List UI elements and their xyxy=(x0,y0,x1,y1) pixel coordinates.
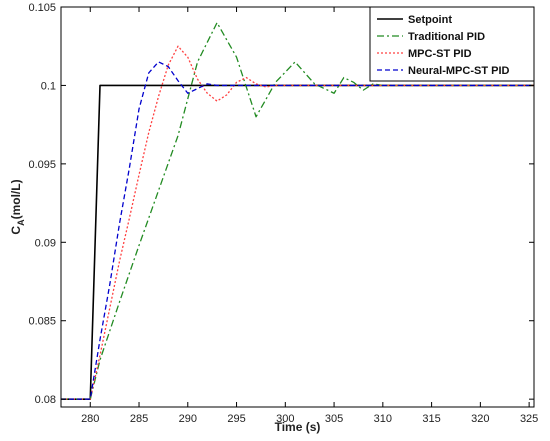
y-tick-label: 0.08 xyxy=(35,394,56,406)
x-axis-title: Time (s) xyxy=(275,420,321,434)
legend-label-traditional-pid: Traditional PID xyxy=(408,31,485,43)
y-axis-title: CA(mol/L) xyxy=(9,179,26,234)
y-axis-title-subscript: A xyxy=(16,219,26,226)
legend: Setpoint Traditional PID MPC-ST PID Neural-… xyxy=(369,6,535,82)
y-axis-title-rest: (mol/L) xyxy=(9,179,23,219)
y-tick-label: 0.085 xyxy=(28,316,56,328)
y-tick-label: 0.095 xyxy=(28,159,56,171)
y-axis-title-main: C xyxy=(9,226,23,235)
y-tick-label: 0.1 xyxy=(41,80,56,92)
x-tick-label: 280 xyxy=(81,413,99,425)
y-tick-label: 0.105 xyxy=(28,2,56,14)
plot-frame xyxy=(60,6,535,408)
series-line-traditional-pid xyxy=(61,22,534,400)
legend-label-setpoint: Setpoint xyxy=(408,14,452,26)
x-tick-label: 325 xyxy=(520,413,538,425)
x-tick-label: 305 xyxy=(325,413,343,425)
x-tick-label: 285 xyxy=(130,413,148,425)
x-tick-label: 290 xyxy=(179,413,197,425)
x-tick-label: 310 xyxy=(374,413,392,425)
y-tick-label: 0.09 xyxy=(35,237,56,249)
series-line-mpc-st-pid xyxy=(61,45,534,400)
x-tick-label: 315 xyxy=(422,413,440,425)
legend-box xyxy=(369,6,535,82)
x-tick-label: 295 xyxy=(227,413,245,425)
legend-label-mpc-st-pid: MPC-ST PID xyxy=(408,48,472,60)
series-line-neural-mpc-st-pid xyxy=(61,61,534,400)
x-tick-label: 320 xyxy=(471,413,489,425)
legend-label-neural-mpc-st-pid: Neural-MPC-ST PID xyxy=(408,65,510,77)
x-tick-label: 300 xyxy=(276,413,294,425)
